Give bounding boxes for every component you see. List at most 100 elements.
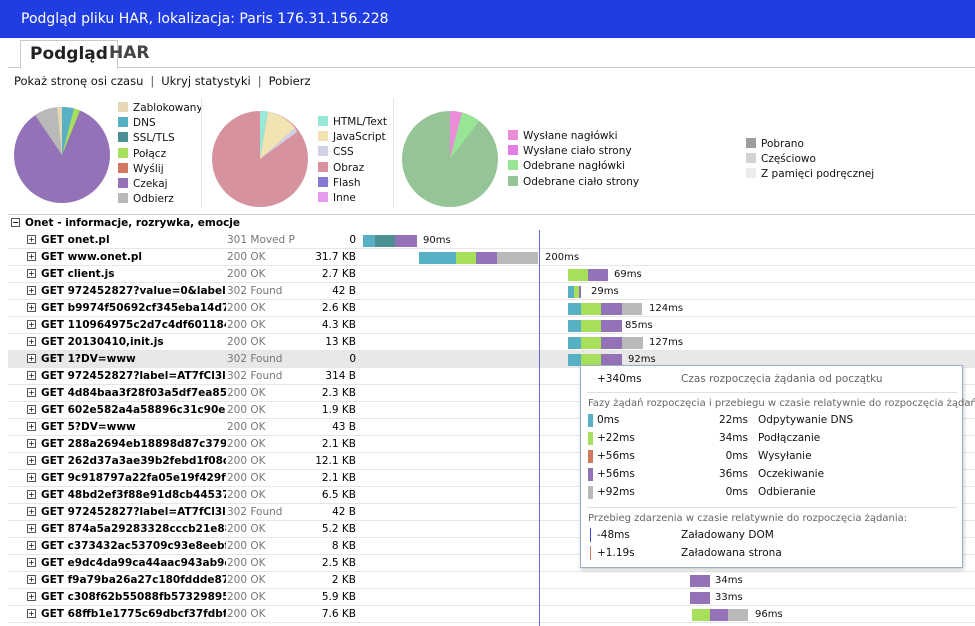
request-row[interactable]: + GET 68ffb1e1775c69dbcf37fdbf0ee0200 OK 7… bbox=[8, 606, 975, 623]
request-size: 314 B bbox=[325, 370, 356, 382]
expand-icon[interactable]: + bbox=[27, 473, 36, 482]
request-row[interactable]: + GET 4d84baa3f28f03a5df7ea850f374200 OK 2… bbox=[8, 385, 975, 402]
tab-preview[interactable]: Podgląd bbox=[20, 40, 118, 69]
legend-item: Zablokowany bbox=[118, 101, 203, 116]
expand-icon[interactable]: + bbox=[27, 252, 36, 261]
event-label: Załadowany DOM bbox=[681, 529, 774, 541]
request-row[interactable]: + GET 48bd2ef3f88e91d8cb44537fc8ca200 OK 6… bbox=[8, 487, 975, 504]
collapse-icon[interactable]: − bbox=[11, 218, 20, 227]
request-row[interactable]: + GET client.js 200 OK 2.7 KB 69ms bbox=[8, 266, 975, 283]
expand-icon[interactable]: + bbox=[27, 422, 36, 431]
request-status: 200 OK bbox=[227, 455, 266, 467]
request-status: 302 Found bbox=[227, 353, 283, 365]
expand-icon[interactable]: + bbox=[27, 337, 36, 346]
tab-har[interactable]: HAR bbox=[109, 43, 150, 63]
expand-icon[interactable]: + bbox=[27, 371, 36, 380]
request-row[interactable]: + GET c308f62b55088fb57329895d4769200 OK 5… bbox=[8, 589, 975, 606]
expand-icon[interactable]: + bbox=[27, 490, 36, 499]
request-size: 43 B bbox=[332, 421, 356, 433]
hide-stats-link[interactable]: Ukryj statystyki bbox=[161, 74, 251, 88]
request-url: GET onet.pl bbox=[41, 234, 110, 246]
expand-icon[interactable]: + bbox=[27, 575, 36, 584]
expand-icon[interactable]: + bbox=[27, 388, 36, 397]
request-status: 302 Found bbox=[227, 285, 283, 297]
request-row[interactable]: + GET onet.pl 301 Moved P 0 90ms bbox=[8, 232, 975, 249]
swatch bbox=[118, 193, 128, 204]
request-url: GET 262d37a3ae39b2febd1f08d6d8b bbox=[41, 455, 226, 467]
phase-offset: +56ms bbox=[597, 468, 635, 480]
phase-swatch bbox=[588, 468, 593, 481]
request-size: 5.2 KB bbox=[321, 523, 356, 535]
request-row[interactable]: + GET 9c918797a22fa05e19f429fa800a200 OK 2… bbox=[8, 470, 975, 487]
swatch bbox=[508, 130, 518, 140]
expand-icon[interactable]: + bbox=[27, 592, 36, 601]
legend-item: DNS bbox=[118, 116, 203, 131]
show-timeline-link[interactable]: Pokaż stronę osi czasu bbox=[14, 74, 144, 88]
request-size: 2.5 KB bbox=[321, 557, 356, 569]
timeline-segment-wait bbox=[601, 303, 622, 315]
legend-label: Inne bbox=[333, 191, 356, 204]
timeline-segment-dns bbox=[568, 320, 581, 332]
legend-label: Obraz bbox=[333, 161, 365, 174]
expand-icon[interactable]: + bbox=[27, 354, 36, 363]
cache-legend: Pobrano Częściowo Z pamięci podręcznej bbox=[746, 137, 874, 183]
request-row[interactable]: + GET 972452827?value=0&label=AT7f302 Fou… bbox=[8, 283, 975, 300]
legend-item: Obraz bbox=[318, 161, 387, 176]
request-row[interactable]: + GET f9a79ba26a27c180fddde87d590200 OK 2 … bbox=[8, 572, 975, 589]
request-status: 302 Found bbox=[227, 506, 283, 518]
pie-slice-receive bbox=[35, 106, 62, 155]
expand-icon[interactable]: + bbox=[27, 303, 36, 312]
pie-slice-connect bbox=[62, 108, 80, 155]
expand-icon[interactable]: + bbox=[27, 558, 36, 567]
request-row[interactable]: + GET 5?DV=www 200 OK 43 B bbox=[8, 419, 975, 436]
request-row[interactable]: + GET 602e582a4a58896c31c90e53924200 OK 1.… bbox=[8, 402, 975, 419]
request-row[interactable]: + GET 972452827?label=AT7fCl3luQIC302 Fou… bbox=[8, 504, 975, 521]
request-row[interactable]: + GET 262d37a3ae39b2febd1f08d6d8b200 OK 12… bbox=[8, 453, 975, 470]
request-status: 200 OK bbox=[227, 336, 266, 348]
expand-icon[interactable]: + bbox=[27, 524, 36, 533]
expand-icon[interactable]: + bbox=[27, 439, 36, 448]
request-url: GET 972452827?label=AT7fCl3luQIC bbox=[41, 370, 226, 382]
expand-icon[interactable]: + bbox=[27, 320, 36, 329]
swatch bbox=[118, 177, 128, 188]
expand-icon[interactable]: + bbox=[27, 286, 36, 295]
toolbar-separator: | bbox=[257, 74, 262, 88]
group-label: Onet - informacje, rozrywka, emocje bbox=[25, 217, 241, 229]
request-url: GET 68ffb1e1775c69dbcf37fdbf0ee0 bbox=[41, 608, 226, 620]
expand-icon[interactable]: + bbox=[27, 541, 36, 550]
swatch bbox=[746, 153, 756, 164]
request-row[interactable]: + GET 288a2694eb18898d87c379235ee200 OK 2.… bbox=[8, 436, 975, 453]
toolbar-separator: | bbox=[150, 74, 155, 88]
pie-slice-blocked bbox=[57, 107, 62, 155]
request-timing-tooltip: +340ms Czas rozpoczęcia żądania od począ… bbox=[580, 365, 975, 568]
request-row[interactable]: + GET www.onet.pl 200 OK 31.7 KB 200ms bbox=[8, 249, 975, 266]
timeline-segment-connect bbox=[581, 354, 601, 366]
request-size: 5.9 KB bbox=[321, 591, 356, 603]
expand-icon[interactable]: + bbox=[27, 456, 36, 465]
expand-icon[interactable]: + bbox=[27, 609, 36, 618]
download-link[interactable]: Pobierz bbox=[268, 74, 311, 88]
expand-icon[interactable]: + bbox=[27, 507, 36, 516]
phase-offset: +92ms bbox=[597, 486, 635, 498]
request-row[interactable]: + GET 20130410,init.js 200 OK 13 KB 127ms bbox=[8, 334, 975, 351]
legend-item: CSS bbox=[318, 145, 387, 160]
request-row[interactable]: + GET 1?DV=www 302 Found 0 92ms bbox=[8, 351, 975, 368]
swatch bbox=[318, 116, 328, 126]
phase-swatch bbox=[588, 414, 593, 427]
group-header[interactable]: − Onet - informacje, rozrywka, emocje bbox=[8, 215, 975, 231]
request-row[interactable]: + GET b9974f50692cf345eba14d79da4200 OK 2.… bbox=[8, 300, 975, 317]
request-size: 2.3 KB bbox=[321, 387, 356, 399]
legend-label: HTML/Text bbox=[333, 116, 387, 128]
request-row[interactable]: + GET e9dc4da99ca44aac943ab9c7a13200 OK 2.… bbox=[8, 555, 975, 572]
request-row[interactable]: + GET 874a5a29283328cccb21e883012200 OK 5.… bbox=[8, 521, 975, 538]
expand-icon[interactable]: + bbox=[27, 405, 36, 414]
legend-item: Odbierz bbox=[118, 192, 203, 207]
expand-icon[interactable]: + bbox=[27, 269, 36, 278]
expand-icon[interactable]: + bbox=[27, 235, 36, 244]
request-row[interactable]: + GET 972452827?label=AT7fCl3luQIC302 Fou… bbox=[8, 368, 975, 385]
request-url: GET 4d84baa3f28f03a5df7ea850f374 bbox=[41, 387, 226, 399]
request-row[interactable]: + GET 110964975c2d7c4df601184c9f1f200 OK 4… bbox=[8, 317, 975, 334]
request-row[interactable]: + GET c373432ac53709c93e8eebf74110200 OK 8… bbox=[8, 538, 975, 555]
phase-label: Oczekiwanie bbox=[758, 468, 825, 480]
request-size: 2.1 KB bbox=[321, 438, 356, 450]
